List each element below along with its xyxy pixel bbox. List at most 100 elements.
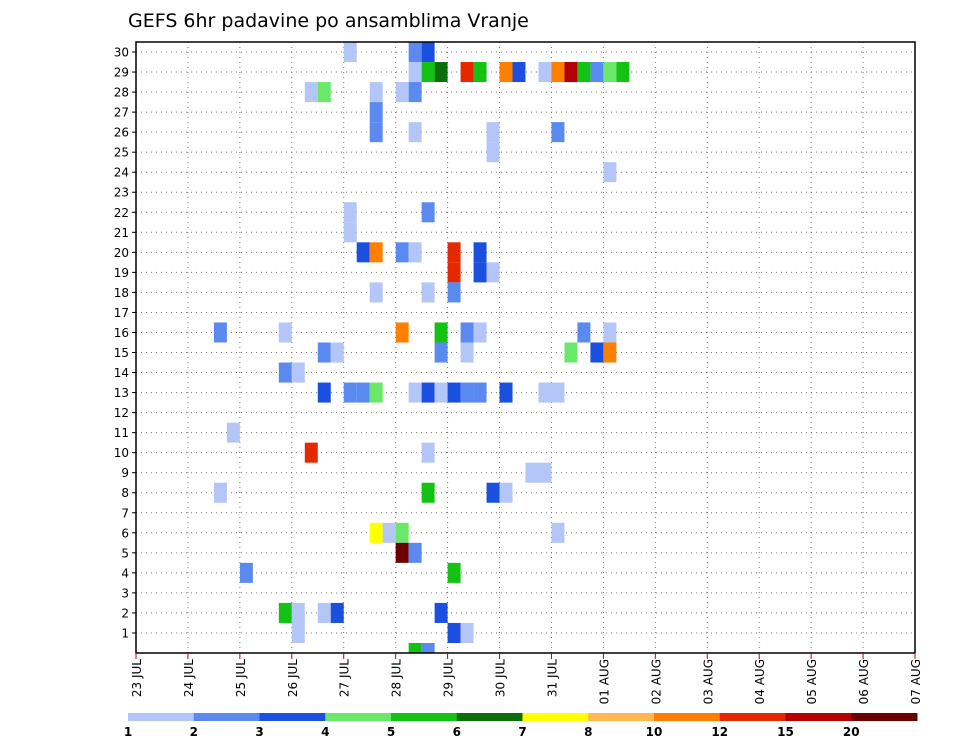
- x-tick-label: 31 JUL: [545, 659, 559, 697]
- x-tick-label: 01 AUG: [597, 659, 611, 704]
- precip-cell: [226, 422, 240, 443]
- precip-cell: [447, 562, 461, 583]
- precip-cell: [434, 342, 448, 363]
- precip-cell: [395, 82, 409, 103]
- precip-cell: [499, 482, 513, 503]
- y-tick-label: 5: [121, 546, 129, 560]
- precip-cell: [473, 382, 487, 403]
- precip-cell: [603, 322, 617, 343]
- y-tick-label: 18: [114, 286, 129, 300]
- y-tick-label: 9: [121, 466, 129, 480]
- y-tick-label: 30: [114, 46, 129, 60]
- y-tick-label: 3: [121, 586, 129, 600]
- legend-swatch: [193, 713, 260, 721]
- legend-label: 15: [777, 725, 794, 739]
- precip-cell: [317, 82, 331, 103]
- precip-cell: [278, 602, 292, 623]
- x-tick-label: 04 AUG: [753, 659, 767, 704]
- precip-cell: [447, 242, 461, 263]
- precip-cell: [408, 42, 422, 63]
- x-axis: 23 JUL 24 JUL 25 JUL 26 JUL 27 JUL 28 JUL 29 J…: [130, 653, 923, 704]
- precip-cell: [577, 322, 591, 343]
- legend-swatch: [654, 713, 721, 721]
- y-tick-label: 23: [114, 186, 129, 200]
- y-tick-label: 7: [121, 506, 129, 520]
- y-tick-label: 24: [114, 166, 129, 180]
- precip-cell: [551, 522, 565, 543]
- legend-swatch: [259, 713, 326, 721]
- y-tick-label: 15: [114, 346, 129, 360]
- precip-cell: [486, 482, 500, 503]
- precip-cell: [603, 62, 617, 83]
- precip-cell: [577, 62, 591, 83]
- y-tick-label: 26: [114, 126, 129, 140]
- precip-cell: [343, 222, 357, 243]
- legend-label: 5: [387, 725, 395, 739]
- x-tick-label: 26 JUL: [286, 659, 300, 697]
- x-tick-label: 29 JUL: [442, 659, 456, 697]
- precip-cell: [421, 482, 435, 503]
- y-tick-label: 6: [121, 526, 129, 540]
- legend-swatch: [522, 713, 589, 721]
- y-tick-label: 10: [114, 446, 129, 460]
- legend-label: 2: [190, 725, 198, 739]
- precip-cell: [291, 362, 305, 383]
- y-tick-label: 17: [114, 306, 129, 320]
- precip-cell: [486, 122, 500, 143]
- precip-cell: [499, 62, 513, 83]
- precip-cell: [460, 322, 474, 343]
- precip-cell: [434, 382, 448, 403]
- y-tick-label: 27: [114, 106, 129, 120]
- precip-cell: [447, 262, 461, 283]
- precip-cell: [382, 522, 396, 543]
- y-tick-label: 2: [121, 606, 129, 620]
- precip-cell: [538, 62, 552, 83]
- precip-cell: [551, 62, 565, 83]
- precip-cell: [317, 342, 331, 363]
- precip-cell: [616, 62, 630, 83]
- legend-label: 7: [518, 725, 526, 739]
- legend-swatch: [128, 713, 195, 721]
- precip-cell: [538, 382, 552, 403]
- precip-cell: [421, 442, 435, 463]
- plot-frame: [135, 41, 916, 654]
- legend-label: 3: [255, 725, 263, 739]
- precip-cell: [460, 62, 474, 83]
- precip-cell: [213, 322, 227, 343]
- legend-swatch: [785, 713, 852, 721]
- legend-swatch: [588, 713, 655, 721]
- legend-label: 4: [321, 725, 329, 739]
- y-tick-label: 13: [114, 386, 129, 400]
- x-tick-label: 07 AUG: [909, 659, 923, 704]
- precip-cell: [460, 342, 474, 363]
- precip-cell: [408, 62, 422, 83]
- y-tick-label: 29: [114, 66, 129, 80]
- x-tick-label: 30 JUL: [494, 659, 508, 697]
- grid-lines: [136, 42, 915, 653]
- precip-cell: [369, 122, 383, 143]
- x-tick-label: 25 JUL: [234, 659, 248, 697]
- precip-cell: [278, 322, 292, 343]
- precip-cell: [330, 602, 344, 623]
- precip-cell: [356, 382, 370, 403]
- precip-cell: [317, 602, 331, 623]
- precip-cell: [525, 462, 539, 483]
- y-tick-label: 28: [114, 86, 129, 100]
- precip-cell: [434, 62, 448, 83]
- y-tick-label: 14: [114, 366, 129, 380]
- precip-cell: [317, 382, 331, 403]
- precip-cell: [564, 62, 578, 83]
- precip-cell: [551, 122, 565, 143]
- legend-swatch: [851, 713, 918, 721]
- legend-swatch: [456, 713, 523, 721]
- precip-cell: [473, 322, 487, 343]
- precip-cell: [278, 362, 292, 383]
- precip-cell: [369, 102, 383, 123]
- y-tick-label: 16: [114, 326, 129, 340]
- precip-cell: [460, 622, 474, 643]
- x-tick-label: 05 AUG: [805, 659, 819, 704]
- legend-label: 8: [584, 725, 592, 739]
- legend-label: 12: [711, 725, 728, 739]
- legend-label: 10: [646, 725, 663, 739]
